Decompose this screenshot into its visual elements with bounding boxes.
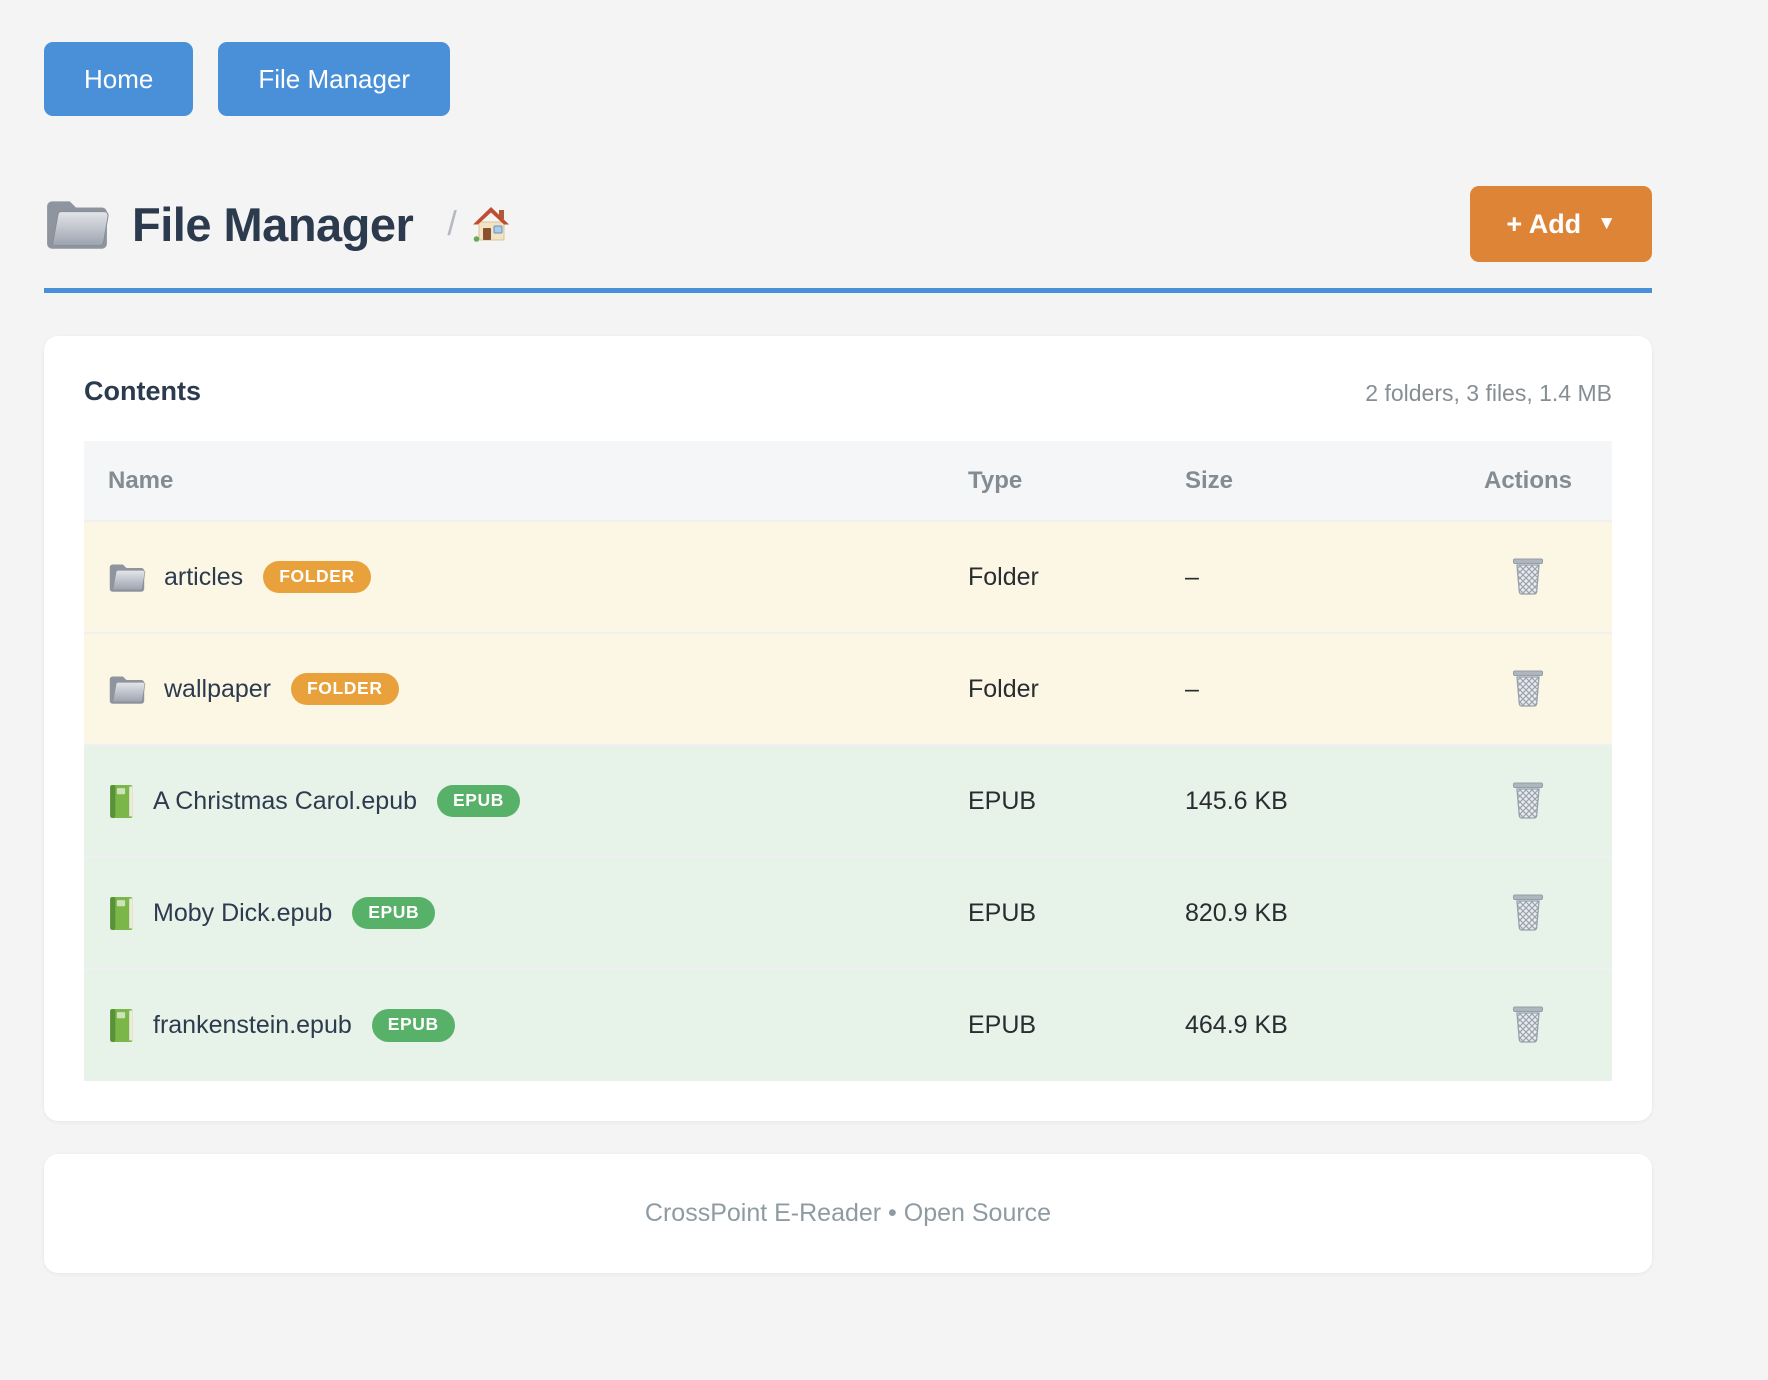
size-cell: 464.9 KB [1161,968,1444,1081]
folder-icon [44,197,110,251]
page-container: Home File Manager File Manager / [44,0,1652,1273]
table-row: frankenstein.epub EPUB EPUB 464.9 KB [84,968,1612,1081]
trash-icon [1511,670,1545,710]
book-icon [108,896,135,931]
folder-badge: FOLDER [291,672,399,706]
epub-badge: EPUB [371,1009,455,1042]
footer: CrossPoint E-Reader • Open Source [44,1154,1652,1273]
epub-badge: EPUB [437,784,521,818]
book-icon [108,1008,135,1043]
table-row: wallpaper FOLDER Folder – [84,632,1612,745]
chevron-down-icon: ▼ [1597,213,1616,234]
contents-heading: Contents [84,376,201,406]
add-button[interactable]: + Add ▼ [1470,186,1652,262]
file-name-link[interactable]: A Christmas Carol.epub [153,786,418,815]
delete-button[interactable] [1507,889,1549,935]
home-button[interactable]: Home [44,42,194,116]
table-row: articles FOLDER Folder – [84,520,1612,633]
epub-badge: EPUB [352,896,436,930]
column-header-size: Size [1161,441,1444,521]
file-name-link[interactable]: frankenstein.epub [153,1011,352,1039]
contents-card: Contents 2 folders, 3 files, 1.4 MB Name… [44,336,1652,1121]
title-divider [44,288,1652,293]
house-icon [471,205,511,243]
column-header-type: Type [944,441,1161,521]
breadcrumb-home-link[interactable] [471,205,511,243]
size-cell: 820.9 KB [1161,856,1444,969]
type-cell: EPUB [944,744,1161,857]
type-cell: Folder [944,632,1161,745]
size-cell: – [1161,520,1444,633]
top-nav: Home File Manager [44,0,1652,116]
breadcrumb-separator: / [447,204,457,243]
add-button-label: + Add [1506,208,1582,239]
trash-icon [1511,558,1545,598]
contents-summary: 2 folders, 3 files, 1.4 MB [1365,380,1612,406]
file-name-link[interactable]: wallpaper [164,674,272,703]
file-name-link[interactable]: articles [164,562,244,591]
folder-icon [108,562,146,593]
trash-icon [1511,782,1545,822]
delete-button[interactable] [1507,665,1549,711]
delete-button[interactable] [1507,553,1549,599]
delete-button[interactable] [1507,777,1549,823]
size-cell: – [1161,632,1444,745]
column-header-actions: Actions [1444,441,1612,521]
footer-text: CrossPoint E-Reader • Open Source [644,1199,1052,1227]
type-cell: Folder [944,520,1161,633]
type-cell: EPUB [944,968,1161,1081]
size-cell: 145.6 KB [1161,744,1444,857]
file-table: Name Type Size Actions [84,441,1612,1081]
table-row: A Christmas Carol.epub EPUB EPUB 145.6 K… [84,744,1612,857]
table-header-row: Name Type Size Actions [84,441,1612,521]
trash-icon [1511,894,1545,934]
book-icon [108,784,135,819]
folder-icon [108,674,146,705]
column-header-name: Name [84,441,944,521]
folder-badge: FOLDER [263,560,371,594]
file-manager-button[interactable]: File Manager [218,42,451,116]
file-name-link[interactable]: Moby Dick.epub [153,898,333,927]
page-title: File Manager [132,197,414,251]
page-header: File Manager / + Add ▼ [44,186,1652,262]
delete-button[interactable] [1507,1001,1549,1047]
type-cell: EPUB [944,856,1161,969]
trash-icon [1511,1006,1545,1046]
table-row: Moby Dick.epub EPUB EPUB 820.9 KB [84,856,1612,969]
